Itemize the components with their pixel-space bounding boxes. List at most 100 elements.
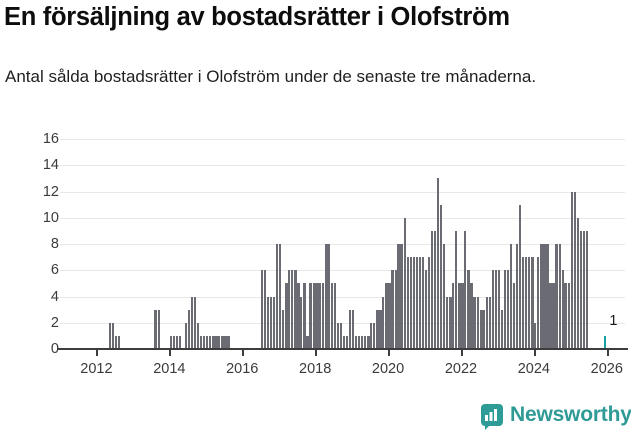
bar [203,335,206,349]
bar [424,270,428,349]
bar [585,230,589,349]
bar [349,309,352,349]
bar [479,309,482,349]
x-axis-tick-label: 2024 [517,361,550,377]
bar [534,322,537,349]
bar [506,270,510,349]
bar [281,309,285,349]
bar [373,322,376,349]
bar [470,283,473,349]
chart-plot-area: 0 2 4 6 8 10 12 14 16 1 2012 2014 2016 2018 2020 2022 2… [0,130,631,377]
x-axis-tick-label: 2016 [226,361,259,377]
bar [527,257,531,349]
bar [558,244,561,349]
bar [358,335,361,349]
y-axis-tick-label: 4 [50,288,59,305]
bar [291,270,294,349]
bar [415,257,418,349]
gridline [60,191,625,193]
bar [549,283,552,349]
bar [190,296,194,349]
bar [215,335,218,349]
bar [114,335,118,349]
bar [503,270,507,349]
bar [431,230,434,349]
bar [269,296,273,349]
bar [509,244,513,349]
x-axis-tick [606,350,609,356]
bar [363,335,367,349]
y-axis-tick-label: 6 [50,262,59,279]
gridline [60,244,625,245]
bar [458,283,461,349]
bar [412,257,416,349]
bar [391,270,394,349]
bar [175,335,179,349]
x-axis-tick-label: 2026 [590,361,623,377]
bar [443,244,446,349]
bar [117,335,121,349]
newsworthy-logo[interactable]: Newsworthy [481,403,631,430]
bar [276,244,279,349]
chart-subtitle: Antal sålda bostadsrätter i Olofström un… [5,67,537,86]
last-value-label: 1 [609,312,618,329]
bar [327,244,330,349]
x-axis-tick [460,350,463,356]
bar [318,283,321,349]
bar [449,296,452,349]
y-axis-tick-label: 8 [50,236,59,252]
bar [570,191,573,349]
bar [397,244,400,349]
bar [406,257,409,349]
bar [476,296,479,349]
bar [367,335,370,349]
x-axis-tick [388,350,391,356]
x-axis-tick [169,350,172,356]
bar [178,335,182,349]
bar [379,309,382,349]
bar [473,296,476,349]
bar [221,335,224,349]
bar [354,335,358,349]
bar [306,335,309,349]
bar [324,244,327,349]
x-axis-tick [533,350,536,356]
bar [403,217,406,349]
bar [445,296,449,349]
bar [172,335,175,349]
bar [300,296,303,349]
bar [513,283,516,349]
bar [376,309,379,349]
bar [206,335,209,349]
bar [309,283,312,349]
x-axis-tick-label: 2022 [444,361,478,377]
bar [227,335,230,349]
page-title: En försäljning av bostadsrätter i Olofst… [4,3,510,31]
bar [272,296,276,349]
bar [491,270,494,349]
y-axis-tick-label: 12 [42,183,59,200]
bar [500,309,503,349]
bar [515,244,519,349]
bar [112,322,115,349]
bar-chart-icon [481,404,503,430]
y-axis-tick-label: 0 [50,341,59,357]
bar [525,257,528,349]
bar [263,270,266,349]
x-axis-tick-label: 2018 [299,361,332,377]
gridline [60,296,625,298]
bar [433,230,437,349]
bar [294,270,297,349]
gridline [60,217,625,219]
gridline [60,139,625,140]
bar [400,244,403,349]
bar [209,335,212,349]
bar [315,283,318,349]
bar [321,283,324,349]
bar [567,283,570,349]
bar [285,283,288,349]
x-axis-tick [315,350,318,356]
bar [464,230,467,349]
bar [494,270,498,349]
y-axis-tick-label: 14 [42,157,59,174]
